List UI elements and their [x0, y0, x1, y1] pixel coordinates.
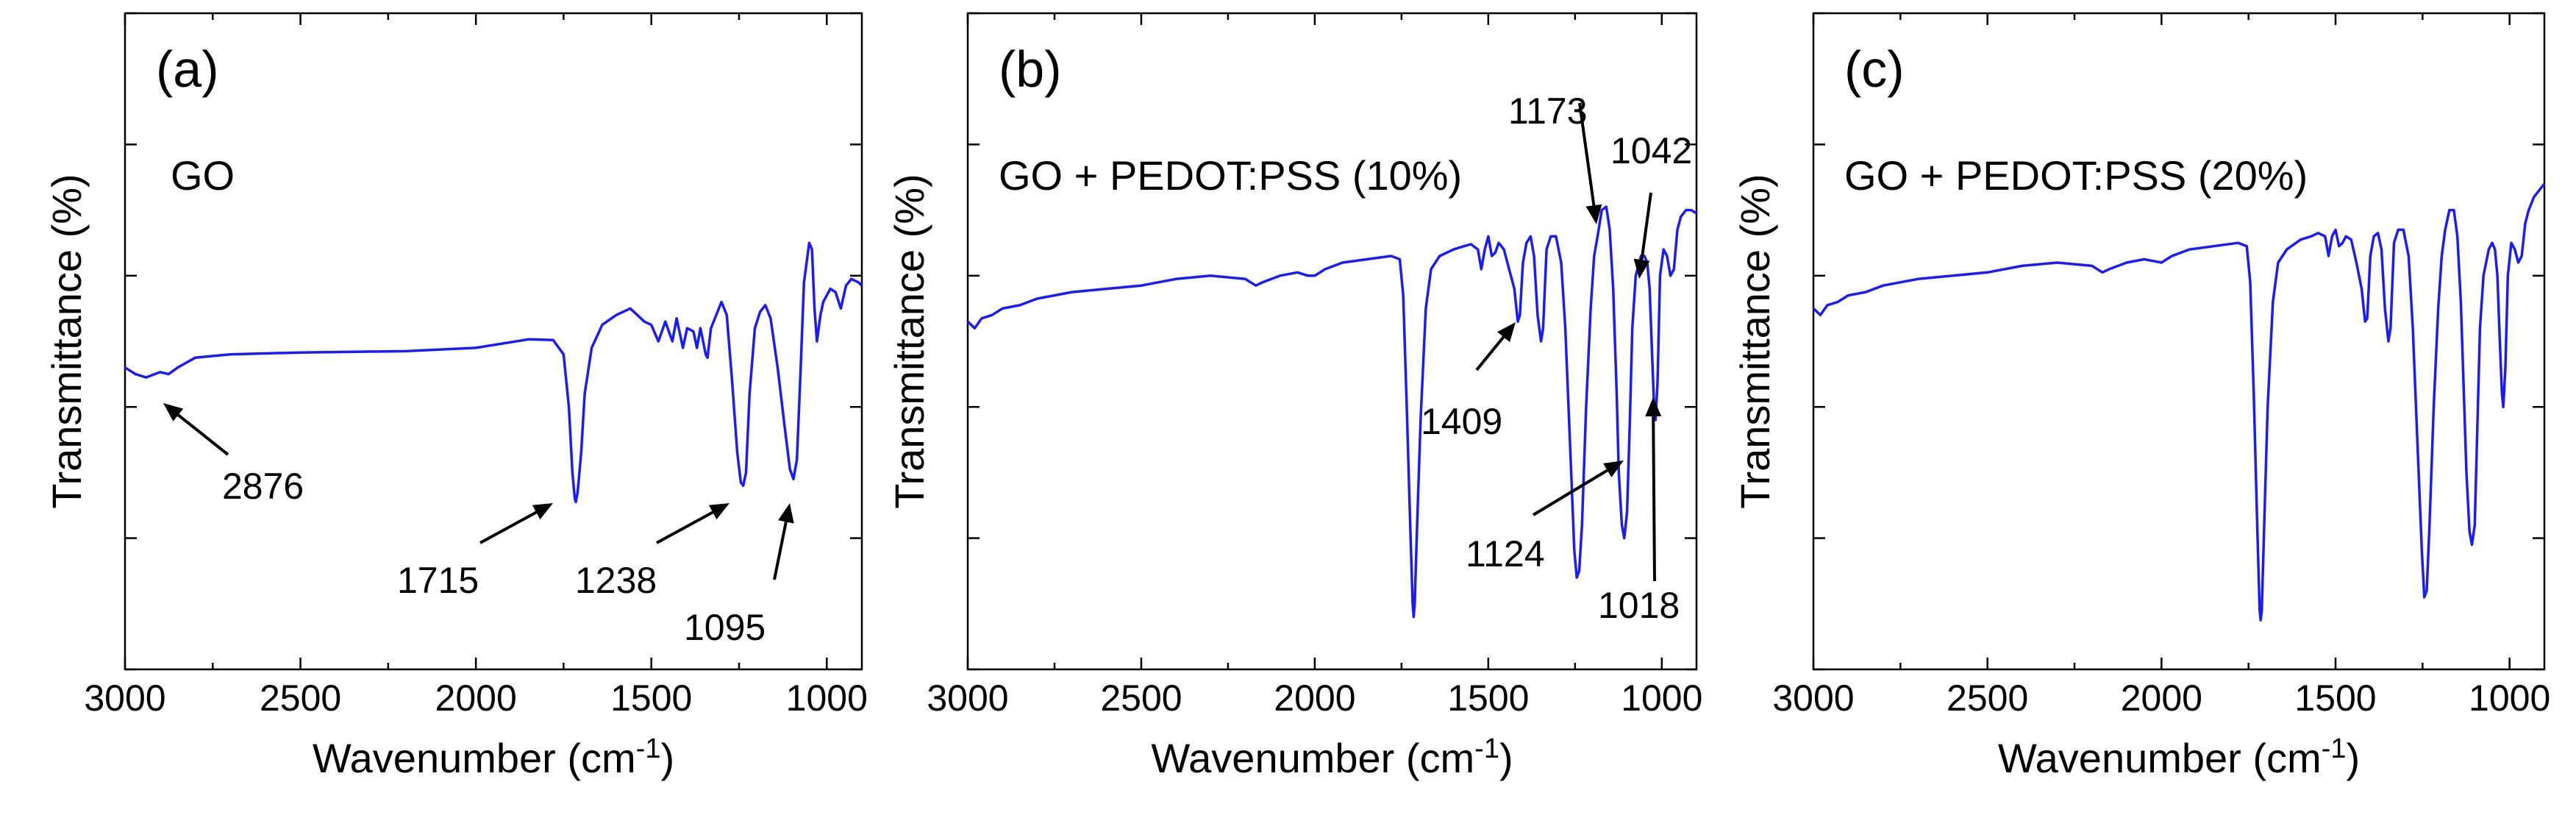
- peak-arrow: [480, 512, 536, 543]
- peak-arrowhead: [163, 403, 183, 421]
- y-axis-title: Transmittance (%): [886, 174, 932, 508]
- x-tick-label: 1000: [2469, 677, 2550, 719]
- peak-arrowhead: [778, 503, 794, 524]
- x-tick-label: 2000: [1274, 677, 1355, 719]
- x-axis-title-tail: ): [660, 735, 674, 781]
- spectrum-line-0: [968, 207, 1696, 617]
- panel-2: 3000 2500 2000 1500 1000 Wavenumber (cm-1) Tra…: [1732, 13, 2550, 781]
- x-axis-title-tail: ): [1499, 735, 1513, 781]
- peak-arrow: [1477, 337, 1504, 370]
- x-tick-label: 1500: [610, 677, 692, 719]
- peak-arrow: [774, 522, 786, 580]
- peak-arrow: [657, 512, 713, 543]
- x-tick-label: 3000: [84, 677, 165, 719]
- peak-arrow: [1642, 193, 1651, 260]
- panel-1: 3000 2500 2000 1500 1000 Wavenumber (cm-1) Tra…: [886, 13, 1702, 781]
- peak-label: 1238: [575, 560, 657, 601]
- x-tick-label: 3000: [927, 677, 1008, 719]
- panel-label: (b): [999, 40, 1062, 98]
- panel-0: 3000 2500 2000 1500 1000 Wavenumber (cm-1) Tra…: [43, 13, 868, 781]
- peak-label: 1124: [1466, 533, 1545, 574]
- peak-arrow: [1653, 416, 1655, 581]
- x-tick-label: 2500: [1947, 677, 2028, 719]
- peak-label: 1042: [1610, 130, 1692, 171]
- x-tick-label: 3000: [1772, 677, 1854, 719]
- x-axis-title-sup: -1: [636, 733, 661, 764]
- plot-frame: [125, 13, 862, 669]
- sample-label: GO: [171, 152, 235, 199]
- peak-arrowhead: [1645, 397, 1661, 416]
- ftir-figure: 3000 2500 2000 1500 1000Wavenumber (cm-1)Tra…: [0, 0, 2576, 829]
- x-axis-title: Wavenumber (cm-1): [313, 733, 674, 781]
- x-axis-title-sup: -1: [1474, 733, 1499, 764]
- x-axis-title-main: Wavenumber (cm: [313, 735, 636, 781]
- plot-frame: [1813, 13, 2544, 669]
- x-tick-label: 2000: [435, 677, 517, 719]
- y-axis-title: Transmittance (%): [1732, 174, 1778, 508]
- sample-label: GO + PEDOT:PSS (20%): [1844, 152, 2308, 199]
- peak-label: 1173: [1508, 90, 1588, 132]
- x-axis-title-main: Wavenumber (cm: [1151, 735, 1474, 781]
- x-axis-title-tail: ): [2346, 735, 2360, 781]
- spectrum-line-0: [1813, 184, 2544, 620]
- x-axis-title: Wavenumber (cm-1): [1151, 733, 1513, 781]
- x-axis-title: Wavenumber (cm-1): [1998, 733, 2360, 781]
- peak-label: 1018: [1598, 585, 1680, 626]
- x-tick-label: 1500: [1447, 677, 1529, 719]
- spectrum-line-0: [125, 243, 862, 502]
- x-axis-title-main: Wavenumber (cm: [1998, 735, 2322, 781]
- peak-label: 1409: [1421, 401, 1502, 442]
- peak-arrowhead: [1603, 460, 1624, 477]
- peak-arrow: [178, 415, 228, 455]
- y-axis-title: Transmittance (%): [43, 174, 90, 508]
- x-tick-label: 1000: [1621, 677, 1702, 719]
- x-tick-label: 1000: [786, 677, 868, 719]
- peak-label: 1095: [684, 607, 766, 648]
- peak-label: 1715: [397, 560, 479, 601]
- panel-label: (c): [1844, 40, 1905, 98]
- x-tick-label: 2000: [2121, 677, 2202, 719]
- x-tick-label: 1500: [2294, 677, 2376, 719]
- peak-label: 2876: [222, 466, 304, 507]
- panel-label: (a): [156, 40, 219, 98]
- x-axis-title-sup: -1: [2322, 733, 2347, 764]
- x-tick-label: 2500: [260, 677, 341, 719]
- x-tick-label: 2500: [1100, 677, 1182, 719]
- sample-label: GO + PEDOT:PSS (10%): [999, 152, 1462, 199]
